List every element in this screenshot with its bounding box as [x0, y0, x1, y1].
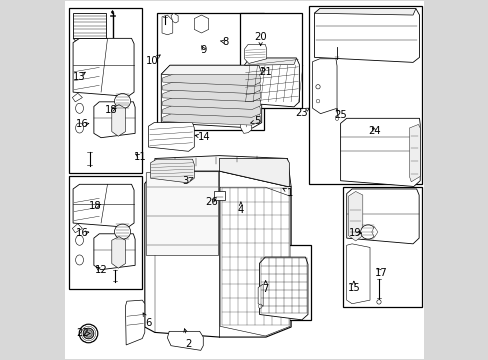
Polygon shape: [112, 237, 125, 268]
Text: 4: 4: [237, 206, 244, 216]
Polygon shape: [171, 13, 178, 23]
Text: 18: 18: [89, 201, 102, 211]
Polygon shape: [244, 58, 299, 107]
Text: 22: 22: [76, 328, 89, 338]
Polygon shape: [194, 15, 208, 33]
Text: 18: 18: [104, 105, 117, 115]
Polygon shape: [220, 187, 289, 336]
Text: 21: 21: [258, 67, 271, 77]
Ellipse shape: [76, 255, 83, 265]
Polygon shape: [148, 123, 194, 151]
Text: 26: 26: [204, 197, 218, 207]
Ellipse shape: [114, 224, 130, 239]
Polygon shape: [94, 234, 135, 270]
Text: 24: 24: [367, 126, 380, 135]
Ellipse shape: [76, 103, 83, 113]
Polygon shape: [163, 90, 260, 102]
Text: 19: 19: [348, 228, 361, 238]
Polygon shape: [163, 82, 260, 94]
Polygon shape: [111, 10, 114, 14]
Polygon shape: [244, 44, 266, 63]
Polygon shape: [312, 59, 336, 114]
Polygon shape: [167, 331, 203, 350]
Text: 1: 1: [286, 188, 293, 198]
Polygon shape: [144, 171, 290, 337]
Text: 16: 16: [76, 228, 89, 238]
Ellipse shape: [258, 304, 262, 309]
Polygon shape: [73, 13, 106, 39]
Text: 13: 13: [72, 72, 85, 82]
Ellipse shape: [335, 116, 338, 121]
Bar: [69, 8, 142, 173]
Ellipse shape: [376, 300, 380, 304]
Polygon shape: [125, 300, 144, 345]
Polygon shape: [161, 65, 261, 81]
Ellipse shape: [114, 94, 130, 109]
Text: 6: 6: [145, 318, 152, 328]
Text: 12: 12: [95, 265, 107, 275]
Text: 2: 2: [185, 339, 192, 349]
Bar: [308, 6, 421, 184]
Bar: [343, 187, 421, 307]
Polygon shape: [146, 172, 218, 255]
Polygon shape: [371, 226, 377, 237]
Polygon shape: [73, 39, 108, 41]
Bar: [156, 13, 264, 130]
Text: 9: 9: [201, 45, 207, 55]
Polygon shape: [219, 158, 289, 186]
Polygon shape: [163, 106, 260, 117]
Text: 17: 17: [374, 267, 387, 278]
Ellipse shape: [76, 235, 83, 245]
Bar: [255, 244, 310, 320]
Text: 7: 7: [262, 284, 268, 294]
Polygon shape: [408, 125, 419, 182]
Ellipse shape: [76, 123, 83, 133]
Polygon shape: [314, 9, 415, 15]
Text: 8: 8: [222, 37, 228, 47]
Polygon shape: [259, 257, 307, 320]
Polygon shape: [150, 159, 194, 183]
Polygon shape: [163, 114, 260, 125]
Text: 3: 3: [182, 176, 188, 186]
Text: 25: 25: [334, 110, 346, 120]
Polygon shape: [73, 39, 110, 42]
Ellipse shape: [79, 324, 98, 343]
Ellipse shape: [315, 85, 320, 89]
Text: 11: 11: [133, 152, 146, 162]
Bar: [240, 13, 301, 108]
Polygon shape: [155, 156, 290, 186]
Polygon shape: [73, 39, 134, 96]
Text: 23: 23: [294, 108, 307, 118]
Polygon shape: [258, 284, 263, 306]
Polygon shape: [73, 184, 134, 227]
Polygon shape: [346, 244, 369, 304]
Text: 14: 14: [197, 132, 210, 142]
Polygon shape: [346, 189, 418, 244]
Polygon shape: [94, 102, 135, 138]
Polygon shape: [72, 93, 82, 102]
Polygon shape: [163, 74, 260, 86]
Ellipse shape: [83, 328, 94, 339]
Polygon shape: [348, 192, 362, 241]
Polygon shape: [340, 118, 419, 186]
Text: 5: 5: [254, 116, 261, 126]
Polygon shape: [112, 105, 125, 136]
Text: 20: 20: [254, 32, 266, 41]
Bar: [214, 192, 224, 200]
Polygon shape: [244, 58, 296, 65]
Bar: [69, 176, 142, 289]
Text: 10: 10: [146, 56, 158, 66]
Polygon shape: [72, 224, 82, 233]
Polygon shape: [314, 9, 419, 62]
Text: 15: 15: [347, 283, 360, 293]
Polygon shape: [240, 117, 251, 134]
Polygon shape: [162, 15, 172, 35]
Polygon shape: [163, 98, 260, 109]
Ellipse shape: [316, 99, 319, 103]
Polygon shape: [161, 65, 261, 128]
Ellipse shape: [360, 225, 375, 239]
Text: 16: 16: [76, 120, 89, 129]
